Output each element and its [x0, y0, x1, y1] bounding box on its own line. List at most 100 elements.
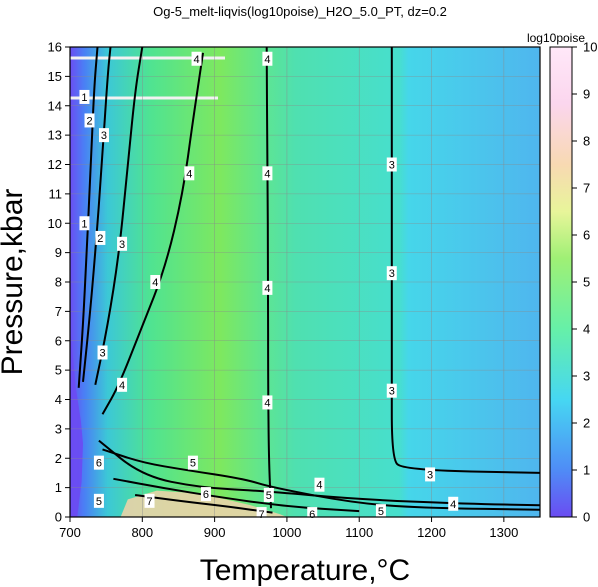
- contour-label: 5: [263, 487, 274, 502]
- contour-label: 6: [307, 507, 318, 522]
- contour-label-text: 4: [264, 54, 270, 66]
- contour-label-text: 3: [119, 239, 125, 251]
- contour-label: 1: [79, 89, 90, 104]
- y-tick-label: 5: [55, 363, 62, 378]
- x-tick-label: 700: [59, 525, 81, 540]
- contour-label: 3: [386, 383, 397, 398]
- contour-label-text: 5: [378, 506, 384, 518]
- contour-label: 2: [95, 230, 106, 245]
- y-tick-label: 12: [48, 157, 62, 172]
- colorbar-tick-label: 8: [583, 134, 590, 149]
- colorbar-label: log10poise: [527, 31, 585, 45]
- y-tick-label: 13: [48, 128, 62, 143]
- contour-label-text: 4: [264, 283, 270, 295]
- contour-label-text: 5: [266, 490, 272, 502]
- contour-label: 3: [425, 467, 436, 482]
- contour-label: 7: [256, 507, 267, 522]
- contour-label-text: 4: [264, 168, 270, 180]
- y-axis-label: Pressure,kbar: [0, 189, 29, 376]
- contour-label-text: 6: [203, 489, 209, 501]
- contour-label-text: 3: [389, 268, 395, 280]
- colorbar-tick-label: 2: [583, 416, 590, 431]
- contour-line-7: [134, 494, 273, 514]
- y-tick-label: 8: [55, 275, 62, 290]
- colorbar-tick-label: 7: [583, 181, 590, 196]
- contour-line-6: [113, 477, 360, 513]
- colorbar-tick-label: 1: [583, 463, 590, 478]
- contour-label: 4: [262, 395, 273, 410]
- contour-label-text: 3: [99, 348, 105, 360]
- colorbar-tick-label: 5: [583, 275, 590, 290]
- colorbar-tick-label: 6: [583, 228, 590, 243]
- contour-label-text: 4: [264, 397, 270, 409]
- contour-label-text: 4: [193, 54, 199, 66]
- y-tick-label: 7: [55, 304, 62, 319]
- contour-label: 4: [448, 496, 459, 511]
- contour-label: 4: [117, 377, 128, 392]
- y-tick-label: 2: [55, 451, 62, 466]
- contour-label: 3: [97, 345, 108, 360]
- contour-label: 3: [386, 157, 397, 172]
- contour-label-text: 5: [96, 496, 102, 508]
- y-tick-label: 0: [55, 510, 62, 525]
- y-tick-label: 14: [48, 98, 62, 113]
- colorbar-tick-label: 9: [583, 87, 590, 102]
- x-tick-label: 800: [131, 525, 153, 540]
- contour-label: 6: [93, 455, 104, 470]
- contour-label: 5: [93, 493, 104, 508]
- contour-label: 5: [187, 455, 198, 470]
- contour-label-text: 4: [450, 499, 456, 511]
- colorbar-tick-label: 4: [583, 322, 590, 337]
- y-tick-label: 10: [48, 216, 62, 231]
- contour-label: 4: [262, 280, 273, 295]
- contour-label-text: 4: [316, 480, 322, 492]
- contour-label: 1: [79, 216, 90, 231]
- colorbar-tick-label: 0: [583, 510, 590, 525]
- y-tick-label: 16: [48, 40, 62, 55]
- contour-label: 4: [262, 166, 273, 181]
- contour-label-text: 4: [152, 277, 158, 289]
- contour-label-text: 3: [389, 386, 395, 398]
- y-tick-label: 3: [55, 421, 62, 436]
- contour-label-text: 3: [101, 130, 107, 142]
- contour-label-text: 2: [86, 115, 92, 127]
- contour-label: 4: [262, 51, 273, 66]
- x-axis-label: Temperature,°C: [200, 554, 410, 587]
- contour-label: 5: [375, 504, 386, 519]
- x-tick-label: 900: [204, 525, 226, 540]
- contour-label-text: 4: [186, 168, 192, 180]
- y-tick-label: 11: [49, 186, 63, 201]
- colorbar-tick-label: 3: [583, 369, 590, 384]
- x-tick-label: 1300: [489, 525, 518, 540]
- contour-label-text: 2: [97, 233, 103, 245]
- contour-label-text: 3: [427, 469, 433, 481]
- y-tick-label: 6: [55, 333, 62, 348]
- contour-label: 7: [144, 493, 155, 508]
- y-tick-label: 15: [48, 69, 62, 84]
- contour-label: 3: [98, 128, 109, 143]
- contour-line-4: [101, 52, 204, 415]
- contour-label: 6: [200, 487, 211, 502]
- contour-label: 3: [117, 236, 128, 251]
- contour-line-3: [390, 47, 540, 474]
- x-axis: 700 800 900 1000 1100 1200 1300: [59, 517, 518, 540]
- colorbar-gradient: [549, 46, 573, 518]
- contour-label: 4: [184, 166, 195, 181]
- contour-label-text: 1: [81, 218, 87, 230]
- contour-label: 3: [386, 266, 397, 281]
- x-tick-label: 1200: [417, 525, 446, 540]
- contour-line-4: [98, 439, 540, 507]
- y-tick-label: 1: [55, 480, 62, 495]
- contour-line-4: [265, 47, 272, 509]
- chart-title: Og-5_melt-liqvis(log10poise)_H2O_5.0_PT,…: [153, 4, 447, 19]
- contour-label: 4: [191, 51, 202, 66]
- x-tick-label: 1000: [272, 525, 301, 540]
- contour-label-text: 3: [389, 160, 395, 172]
- colorbar-tick-label: 10: [583, 40, 597, 55]
- contour-label-text: 5: [190, 458, 196, 470]
- x-tick-label: 1100: [345, 525, 373, 540]
- contour-label-text: 7: [146, 496, 152, 508]
